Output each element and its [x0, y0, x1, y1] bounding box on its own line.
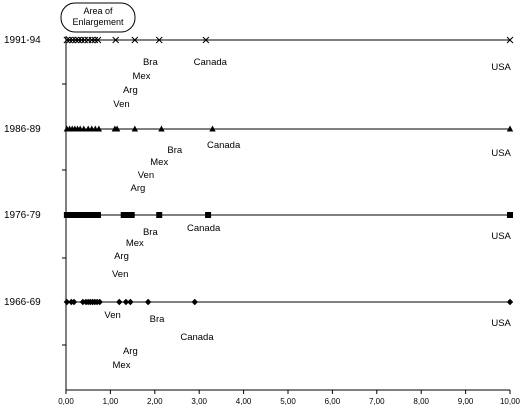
data-point [72, 36, 80, 44]
country-label: Mex [113, 360, 131, 371]
data-point [95, 125, 103, 132]
country-label: Ven [113, 99, 129, 110]
country-label: Arg [123, 85, 138, 96]
x-tick-label: 8,00 [413, 397, 429, 406]
data-point [66, 36, 73, 44]
data-point [94, 212, 101, 218]
period-label: 1976-79 [4, 210, 41, 221]
x-tick-label: 4,00 [236, 397, 252, 406]
x-tick-label: 1,00 [103, 397, 119, 406]
data-point [127, 298, 134, 306]
callout-text: Area of Enlargement [72, 6, 124, 27]
x-tick-label: 3,00 [191, 397, 207, 406]
country-label: Ven [112, 269, 128, 280]
data-point [209, 125, 216, 132]
callout-box [60, 2, 136, 33]
x-tick-label: 9,00 [458, 397, 474, 406]
data-point [63, 298, 71, 306]
x-tick-label: 5,00 [280, 397, 296, 406]
data-point [131, 125, 139, 132]
data-point [96, 298, 103, 306]
data-point [506, 298, 514, 306]
country-label: Ven [104, 310, 120, 321]
data-point [75, 36, 82, 44]
data-point [506, 36, 514, 44]
x-tick-label: 10,00 [500, 397, 520, 406]
country-label: Canada [194, 57, 228, 68]
period-label: 1966-69 [4, 297, 41, 308]
country-label: Arg [123, 346, 138, 357]
period-label: 1986-89 [4, 124, 41, 135]
data-point [91, 36, 99, 44]
country-label: Arg [114, 251, 129, 262]
period-label: 1991-94 [4, 35, 41, 46]
data-point [202, 36, 210, 44]
data-point [63, 36, 71, 44]
country-label: Bra [143, 57, 159, 68]
country-label: Mex [126, 238, 144, 249]
data-point [116, 298, 123, 306]
country-label: Bra [167, 145, 183, 156]
country-label: Canada [207, 140, 241, 151]
country-label: USA [491, 148, 511, 159]
country-label: USA [491, 62, 511, 73]
data-point [112, 36, 120, 44]
data-point [128, 212, 135, 218]
series-1991-94: 1991-94 Bra Mex Arg Ven Canada USA [4, 35, 514, 110]
x-tick-label: 6,00 [325, 397, 341, 406]
data-point [88, 36, 96, 44]
data-point [70, 298, 78, 306]
country-label: Ven [138, 170, 154, 181]
data-point [69, 36, 77, 44]
country-label: Arg [131, 183, 146, 194]
data-point [191, 298, 198, 306]
x-tick-label: 2,00 [147, 397, 163, 406]
data-point [131, 36, 139, 44]
data-point [94, 36, 102, 44]
data-point [158, 125, 165, 132]
country-label: USA [491, 318, 511, 329]
data-point [144, 298, 152, 306]
country-label: Bra [150, 314, 166, 325]
country-label: Canada [187, 223, 221, 234]
country-label: Bra [143, 227, 159, 238]
area-of-enlargement-callout: Area of Enlargement [60, 2, 136, 33]
data-point [80, 125, 87, 132]
data-point [155, 36, 163, 44]
data-point [78, 36, 85, 44]
data-point [205, 212, 212, 218]
series-1966-69: 1966-69 Bra Canada Arg Mex Ven USA [4, 297, 514, 371]
country-label: Mex [150, 157, 168, 168]
country-label: USA [491, 231, 511, 242]
data-point [122, 298, 130, 306]
data-point [506, 125, 514, 132]
country-label: Mex [133, 71, 151, 82]
x-axis-ticks: 0,00 1,00 2,00 3,00 4,00 5,00 6,00 7,00 8,00 9,00… [58, 390, 520, 406]
x-tick-label: 0,00 [58, 397, 74, 406]
data-point [507, 212, 513, 218]
data-point [113, 125, 121, 132]
x-tick-label: 7,00 [369, 397, 385, 406]
country-label: Canada [180, 332, 214, 343]
data-point [156, 212, 163, 218]
